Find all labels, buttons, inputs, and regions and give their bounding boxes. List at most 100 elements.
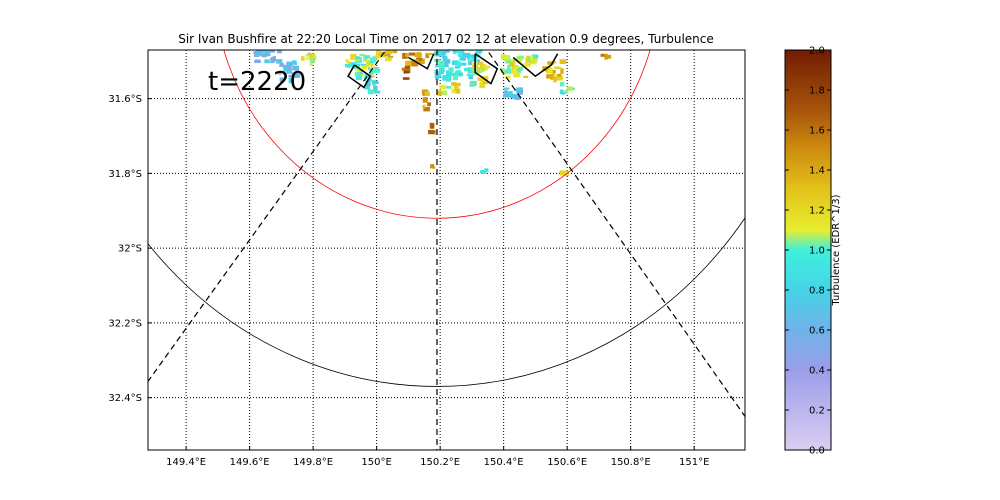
echo-pixel bbox=[434, 71, 442, 77]
echo-pixel bbox=[288, 74, 295, 78]
azimuth-line bbox=[148, 50, 387, 383]
echo-pixel bbox=[264, 50, 271, 54]
echo-pixel bbox=[550, 73, 554, 80]
echo-pixel bbox=[529, 55, 534, 61]
echo-pixel bbox=[417, 51, 421, 58]
echo-pixel bbox=[512, 66, 518, 73]
echo-pixel bbox=[444, 61, 449, 68]
echo-pixel bbox=[510, 68, 516, 74]
echo-pixel bbox=[422, 104, 426, 109]
range-rings bbox=[148, 50, 745, 387]
echo-pixel bbox=[454, 61, 459, 65]
longitude-tick-label: 150°E bbox=[361, 457, 391, 468]
echo-pixel bbox=[504, 69, 512, 74]
latitude-tick-label: 31.6°S bbox=[108, 94, 142, 105]
echo-pixel bbox=[424, 91, 431, 97]
radar-echo-cell bbox=[559, 170, 569, 176]
echo-pixel bbox=[467, 61, 472, 66]
echo-pixel bbox=[470, 57, 477, 62]
echo-pixel bbox=[482, 75, 489, 82]
echo-pixel bbox=[264, 52, 269, 56]
echo-pixel bbox=[373, 85, 378, 92]
echo-contour bbox=[474, 53, 499, 85]
longitude-tick-label: 149.4°E bbox=[166, 457, 206, 468]
echo-pixel bbox=[438, 50, 445, 52]
echo-pixel bbox=[422, 97, 428, 103]
echo-pixel bbox=[347, 65, 352, 68]
echo-pixel bbox=[513, 72, 521, 78]
echo-pixel bbox=[354, 72, 360, 77]
echo-pixel bbox=[373, 90, 381, 94]
echo-pixel bbox=[553, 76, 557, 83]
echo-pixel bbox=[477, 67, 481, 73]
echo-pixel bbox=[516, 94, 520, 98]
map-plot-area: t=2220 bbox=[147, 49, 746, 451]
echo-pixel bbox=[519, 66, 523, 71]
echo-pixel bbox=[440, 90, 448, 96]
echo-pixel bbox=[295, 72, 301, 78]
echo-pixel bbox=[525, 63, 531, 67]
map-background bbox=[148, 50, 745, 450]
echo-pixel bbox=[510, 94, 517, 99]
radar-echo-cell bbox=[401, 65, 411, 80]
map-frame bbox=[147, 49, 746, 451]
colorbar-label: Turbulence (EDR^1/3) bbox=[831, 194, 842, 306]
echo-pixel bbox=[355, 67, 360, 72]
echo-pixel bbox=[457, 61, 462, 68]
echo-pixel bbox=[560, 68, 564, 74]
longitude-tick-label: 151°E bbox=[679, 457, 709, 468]
colorbar-tick-label: 1.8 bbox=[809, 86, 825, 97]
echo-pixel bbox=[418, 58, 425, 64]
echo-pixel bbox=[484, 65, 488, 71]
echo-pixel bbox=[477, 77, 482, 81]
echo-pixel bbox=[350, 53, 357, 60]
echo-pixel bbox=[359, 70, 363, 75]
echo-pixel bbox=[469, 54, 476, 58]
echo-pixel bbox=[559, 89, 564, 95]
echo-pixel bbox=[365, 64, 370, 67]
azimuth-line bbox=[486, 50, 745, 417]
echo-pixel bbox=[507, 92, 512, 98]
echo-pixel bbox=[514, 95, 521, 100]
echo-pixel bbox=[452, 74, 459, 81]
echo-pixel bbox=[481, 63, 486, 69]
radar-echo-cell bbox=[500, 54, 539, 80]
echo-pixel bbox=[451, 83, 458, 86]
echo-pixel bbox=[443, 75, 448, 81]
echo-pixel bbox=[372, 80, 379, 84]
colorbar-tick-label: 1.2 bbox=[809, 206, 825, 217]
echo-pixel bbox=[439, 84, 447, 90]
latitude-tick-label: 31.8°S bbox=[108, 169, 142, 180]
radar-echo-cell bbox=[375, 50, 398, 62]
echo-pixel bbox=[514, 88, 518, 92]
echo-pixel bbox=[309, 61, 313, 66]
latitude-tick-label: 32.4°S bbox=[108, 393, 142, 404]
echo-pixel bbox=[514, 65, 519, 69]
echo-pixel bbox=[377, 52, 384, 57]
echo-pixel bbox=[272, 56, 276, 61]
echo-pixel bbox=[355, 59, 360, 62]
radar-echo-cell bbox=[437, 82, 461, 96]
echo-pixel bbox=[477, 50, 483, 53]
figure-title: Sir Ivan Bushfire at 22:20 Local Time on… bbox=[178, 32, 714, 46]
echo-pixel bbox=[405, 61, 412, 67]
radar-echo-cell bbox=[300, 52, 317, 66]
echo-pixel bbox=[452, 50, 457, 54]
echo-pixel bbox=[288, 77, 295, 84]
range-ring bbox=[223, 50, 651, 219]
echo-pixel bbox=[456, 50, 463, 54]
latitude-tick-label: 32°S bbox=[118, 244, 142, 255]
echo-pixel bbox=[256, 50, 263, 56]
echo-pixel bbox=[560, 81, 565, 87]
echo-pixel bbox=[402, 52, 408, 59]
echo-pixel bbox=[476, 61, 484, 65]
echo-pixel bbox=[359, 53, 365, 57]
echo-pixel bbox=[279, 64, 285, 67]
radar-echo-cell bbox=[479, 168, 489, 175]
echo-pixel bbox=[467, 58, 473, 62]
echo-pixel bbox=[347, 61, 352, 65]
colorbar-tick-label: 0.2 bbox=[809, 406, 825, 417]
echo-pixel bbox=[605, 54, 612, 59]
radar-echo-cell bbox=[253, 50, 283, 64]
echo-pixel bbox=[461, 50, 465, 54]
